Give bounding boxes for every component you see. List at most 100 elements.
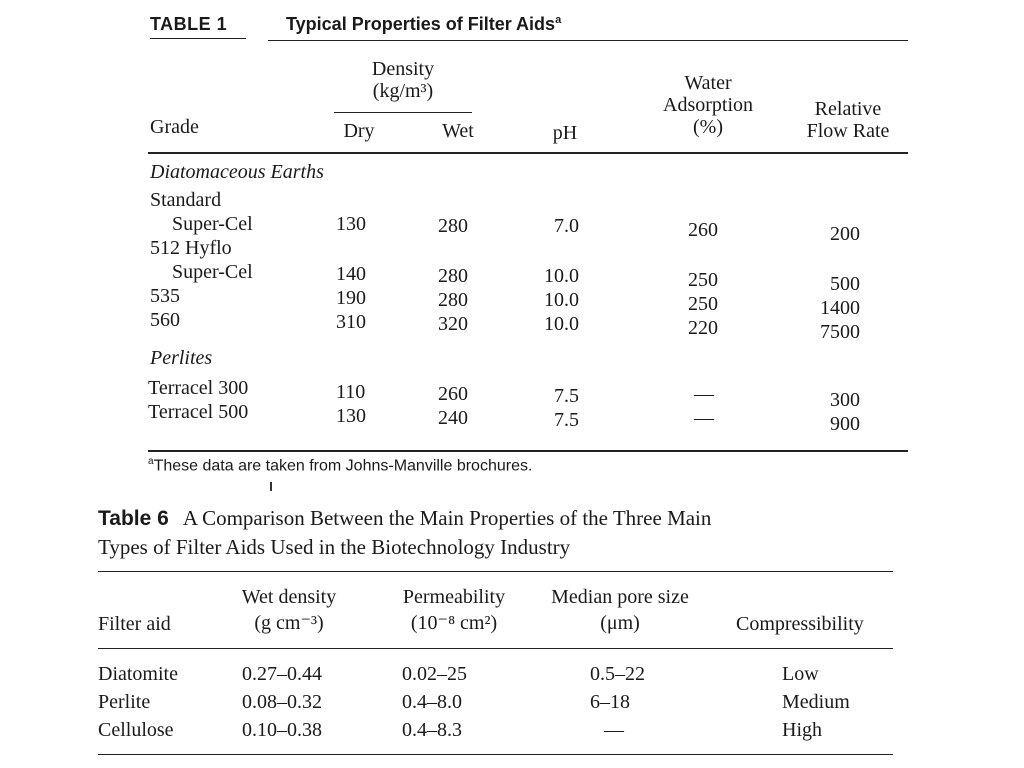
t6-col-median-pore-size: Median pore size (μm) xyxy=(528,584,712,636)
cell-wet: 280 xyxy=(438,289,468,311)
t6-col-filter-aid: Filter aid xyxy=(98,613,171,635)
cell-flow: 7500 xyxy=(820,321,860,343)
t6-cell-compressibility: Low xyxy=(782,663,819,685)
cell-dry: 130 xyxy=(336,213,366,235)
t6-cell-pore: — xyxy=(604,719,624,741)
row-name-cont: Super-Cel xyxy=(172,213,253,235)
cell-ph: 7.0 xyxy=(554,215,579,237)
table-6-caption-text: A Comparison Between the Main Properties… xyxy=(182,506,712,530)
cell-dry: 140 xyxy=(336,263,366,285)
col-flow-line1: Relative xyxy=(814,98,882,120)
cell-ph: 7.5 xyxy=(554,385,579,407)
group-diatomaceous-earths: Diatomaceous Earths xyxy=(150,161,324,183)
t6-cell-filter-aid: Perlite xyxy=(98,691,151,713)
t6-cell-compressibility: High xyxy=(782,719,822,741)
t6-col-compressibility: Compressibility xyxy=(736,613,864,635)
t6-col-wet-density: Wet density (g cm⁻³) xyxy=(224,584,354,636)
col-wet: Wet xyxy=(442,120,474,142)
table-6-header-rule xyxy=(98,648,893,649)
table-1-bottom-rule xyxy=(148,450,908,452)
t6-col-pore-line1: Median pore size xyxy=(551,586,689,608)
t6-cell-wet-density: 0.08–0.32 xyxy=(242,691,322,713)
cell-flow: 200 xyxy=(830,223,860,245)
cell-ph: 10.0 xyxy=(544,313,579,335)
t6-col-permeability: Permeability (10⁻⁸ cm²) xyxy=(374,584,534,636)
table-1-header: TABLE 1 Typical Properties of Filter Aid… xyxy=(148,10,908,44)
row-name: 512 Hyflo xyxy=(150,237,232,259)
table-6-top-rule xyxy=(98,571,893,572)
t6-col-permeability-line1: Permeability xyxy=(402,586,506,608)
t6-col-permeability-line2: (10⁻⁸ cm²) xyxy=(410,612,498,634)
t6-cell-pore: 6–18 xyxy=(590,691,630,713)
cell-wet: 240 xyxy=(438,407,468,429)
table-1-footnote: aThese data are taken from Johns-Manvill… xyxy=(148,456,532,475)
row-name: 560 xyxy=(150,309,180,331)
cell-dry: 110 xyxy=(336,381,366,403)
cell-wet: 280 xyxy=(438,265,468,287)
cell-water: — xyxy=(694,383,714,405)
row-name: Terracel 500 xyxy=(148,401,249,423)
table-1-body: Diatomaceous Earths Standard Super-Cel 1… xyxy=(148,156,908,474)
table-6-caption: Table 6 A Comparison Between the Main Pro… xyxy=(98,504,893,561)
cell-water: 260 xyxy=(688,219,718,241)
col-ph: pH xyxy=(552,122,578,144)
t6-cell-permeability: 0.4–8.3 xyxy=(402,719,462,741)
table-6: Table 6 A Comparison Between the Main Pro… xyxy=(98,504,893,755)
table-1: TABLE 1 Typical Properties of Filter Aid… xyxy=(148,10,908,474)
cell-water: — xyxy=(694,407,714,429)
col-water-adsorption: Water Adsorption (%) xyxy=(648,72,768,138)
cell-ph: 10.0 xyxy=(544,265,579,287)
t6-cell-pore: 0.5–22 xyxy=(590,663,645,685)
t6-col-wet-density-line2: (g cm⁻³) xyxy=(254,612,324,634)
col-flow-line2: Flow Rate xyxy=(806,120,890,142)
column-header-rule xyxy=(148,152,908,154)
table-1-column-headers: Grade Density (kg/m³) Dry Wet pH Water A… xyxy=(148,44,908,156)
row-name: Standard xyxy=(150,189,222,211)
row-name-cont: Super-Cel xyxy=(172,261,253,283)
footnote-text: These data are taken from Johns-Manville… xyxy=(153,457,533,475)
t6-cell-permeability: 0.02–25 xyxy=(402,663,467,685)
col-dry: Dry xyxy=(343,120,375,142)
cell-flow: 500 xyxy=(830,273,860,295)
stray-mark xyxy=(270,482,272,491)
t6-col-wet-density-line1: Wet density xyxy=(241,586,337,608)
col-density-line1: Density xyxy=(371,58,435,80)
footnote-mark: a xyxy=(148,456,154,467)
t6-cell-wet-density: 0.10–0.38 xyxy=(242,719,322,741)
t6-cell-compressibility: Medium xyxy=(782,691,850,713)
cell-wet: 320 xyxy=(438,313,468,335)
table-1-title: Typical Properties of Filter Aidsa xyxy=(286,14,561,35)
cell-water: 250 xyxy=(688,293,718,315)
cell-flow: 900 xyxy=(830,413,860,435)
cell-dry: 310 xyxy=(336,311,366,333)
t6-cell-filter-aid: Diatomite xyxy=(98,663,178,685)
col-water-line1: Water xyxy=(684,72,732,94)
t6-cell-filter-aid: Cellulose xyxy=(98,719,174,741)
table-6-caption-line1: Table 6 A Comparison Between the Main Pro… xyxy=(98,504,893,533)
col-water-line3: (%) xyxy=(693,116,723,138)
density-rule xyxy=(334,112,472,113)
cell-dry: 130 xyxy=(336,405,366,427)
col-water-line2: Adsorption xyxy=(663,94,753,116)
cell-water: 220 xyxy=(688,317,718,339)
cell-ph: 10.0 xyxy=(544,289,579,311)
table-6-bottom-rule xyxy=(98,754,893,755)
row-name: 535 xyxy=(150,285,180,307)
group-perlites: Perlites xyxy=(150,347,213,369)
table-6-label: Table 6 xyxy=(98,507,169,530)
table-1-title-text: Typical Properties of Filter Aids xyxy=(286,14,556,34)
col-grade: Grade xyxy=(150,116,199,138)
table-1-title-mark: a xyxy=(555,14,562,26)
cell-wet: 260 xyxy=(438,383,468,405)
col-relative-flow: Relative Flow Rate xyxy=(788,98,908,142)
cell-flow: 1400 xyxy=(820,297,860,319)
table-1-title-rule xyxy=(268,40,908,41)
cell-water: 250 xyxy=(688,269,718,291)
row-name: Terracel 300 xyxy=(148,377,249,399)
cell-wet: 280 xyxy=(438,215,468,237)
cell-flow: 300 xyxy=(830,389,860,411)
col-density: Density (kg/m³) xyxy=(334,58,472,102)
cell-dry: 190 xyxy=(336,287,366,309)
table-1-label: TABLE 1 xyxy=(150,14,228,34)
